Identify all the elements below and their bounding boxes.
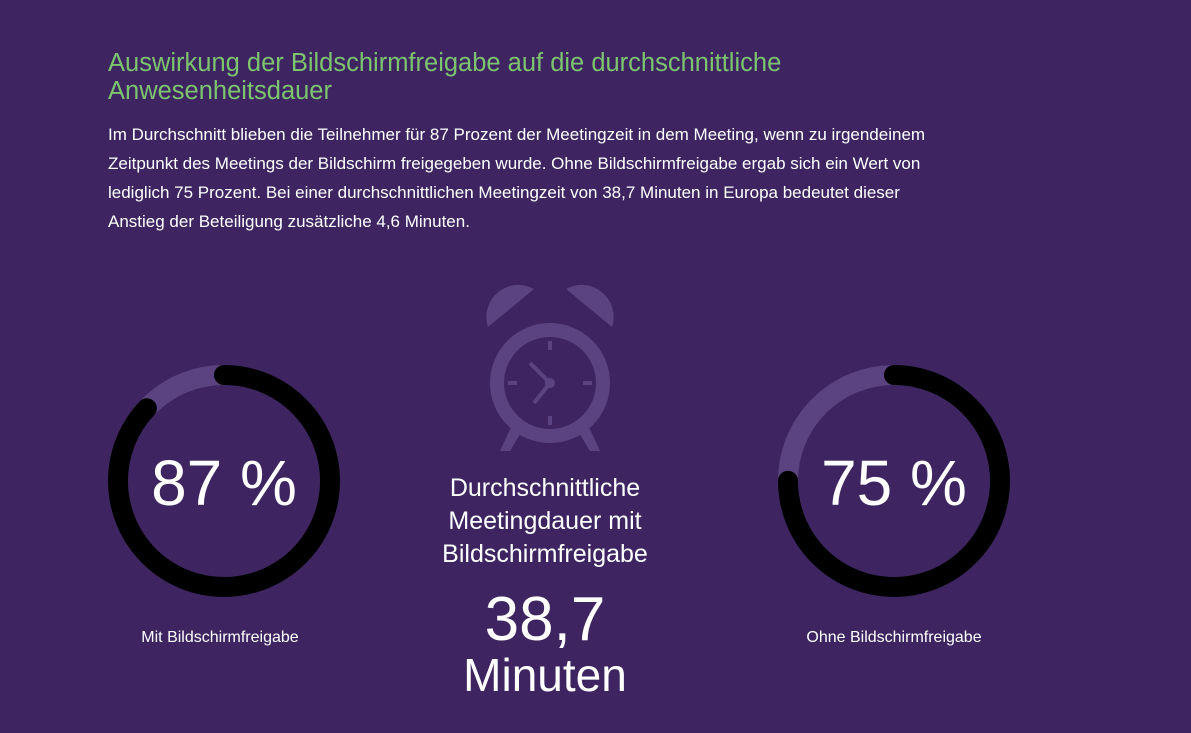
gauge-value: 87 % (151, 447, 297, 519)
gauge-without-screensharing: 75 % (774, 361, 1014, 601)
gauge-ring-without-screensharing (778, 365, 1010, 597)
alarm-clock-icon (486, 284, 614, 451)
center-stat-value: 38,7 (484, 585, 606, 654)
gauge-value: 75 % (821, 447, 967, 519)
gauge-label-without-screensharing: Ohne Bildschirmfreigabe (806, 629, 982, 646)
gauge-label-with-screensharing: Mit Bildschirmfreigabe (141, 629, 299, 646)
gauge-fill (108, 365, 340, 597)
center-stat-label: Durchschnittliche Meetingdauer mit Bilds… (442, 474, 648, 568)
gauge-ring-with-screensharing (108, 365, 340, 597)
page-title: Auswirkung der Bildschirmfreigabe auf di… (108, 49, 782, 105)
center-stat-unit: Minuten (463, 649, 627, 701)
gauge-fill (778, 365, 1010, 597)
gauge-with-screensharing: 87 % (104, 361, 344, 601)
intro-paragraph: Im Durchschnitt blieben die Teilnehmer f… (108, 125, 926, 231)
